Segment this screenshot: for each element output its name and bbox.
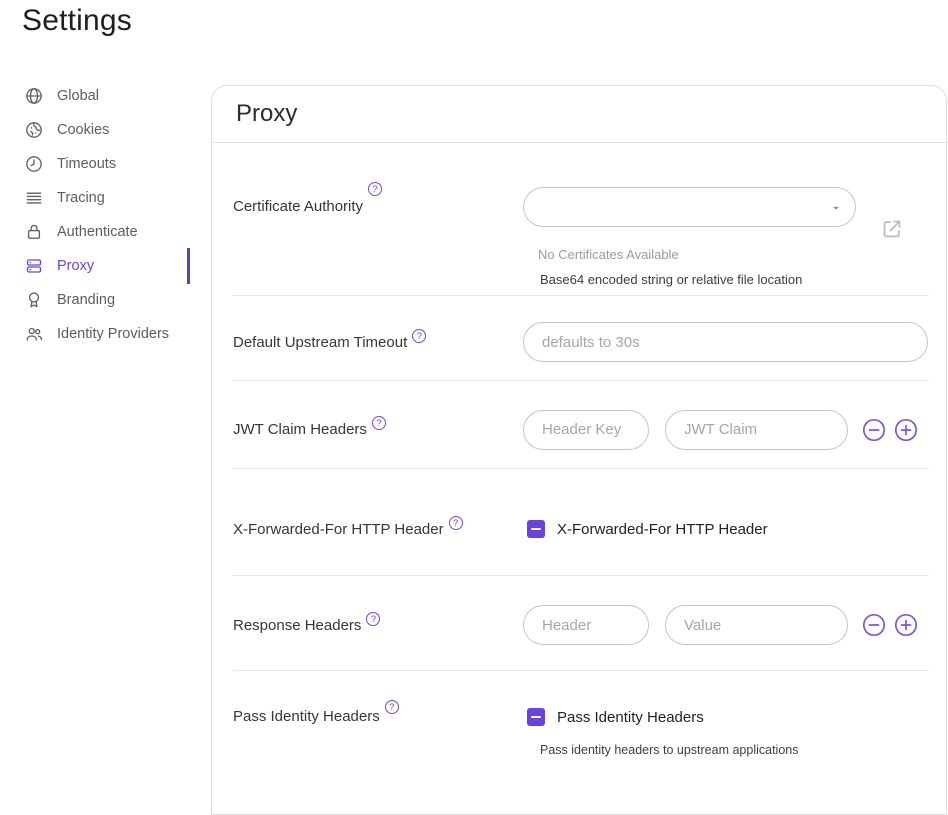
field-helper-text: Base64 encoded string or relative file l… — [540, 272, 803, 287]
server-stack-icon — [24, 256, 44, 276]
proxy-settings-panel: Proxy Certificate Authority? No Certific… — [211, 85, 947, 815]
x-forwarded-for-checkbox[interactable] — [527, 520, 545, 538]
response-value-input[interactable] — [665, 605, 848, 645]
add-row-button[interactable] — [894, 418, 918, 442]
sidebar-item-identity-providers[interactable]: Identity Providers — [0, 317, 190, 351]
field-label: Response Headers? — [233, 611, 523, 634]
row-x-forwarded-for: X-Forwarded-For HTTP Header? X-Forwarded… — [212, 469, 946, 575]
help-icon[interactable]: ? — [448, 515, 463, 530]
checkbox-label[interactable]: X-Forwarded-For HTTP Header — [557, 520, 768, 538]
cookie-icon — [24, 120, 44, 140]
pass-identity-headers-checkbox[interactable] — [527, 708, 545, 726]
select-status-text: No Certificates Available — [538, 247, 679, 262]
help-icon[interactable]: ? — [368, 182, 383, 196]
panel-title: Proxy — [236, 100, 298, 127]
field-label: Default Upstream Timeout? — [233, 328, 523, 351]
indeterminate-dash-icon — [531, 716, 541, 718]
people-icon — [24, 324, 44, 344]
field-label: Pass Identity Headers? — [233, 700, 523, 729]
minus-circle-icon — [862, 418, 886, 441]
sidebar-item-branding[interactable]: Branding — [0, 283, 190, 317]
field-label: Certificate Authority? — [233, 182, 523, 227]
sidebar-item-label: Tracing — [57, 190, 105, 206]
response-header-input[interactable] — [523, 605, 649, 645]
row-pass-identity-headers: Pass Identity Headers? Pass Identity Hea… — [212, 671, 946, 796]
sidebar-item-tracing[interactable]: Tracing — [0, 181, 190, 215]
sidebar-item-cookies[interactable]: Cookies — [0, 113, 190, 147]
globe-icon — [24, 86, 44, 106]
jwt-header-key-input[interactable] — [523, 409, 649, 450]
help-icon[interactable]: ? — [366, 611, 381, 626]
sidebar-item-timeouts[interactable]: Timeouts — [0, 147, 190, 181]
sidebar-item-global[interactable]: Global — [0, 79, 190, 113]
help-icon[interactable]: ? — [384, 700, 399, 714]
sidebar-item-authenticate[interactable]: Authenticate — [0, 215, 190, 249]
divider — [233, 295, 929, 296]
field-helper-text: Pass identity headers to upstream applic… — [540, 743, 799, 757]
tracing-lines-icon — [24, 188, 44, 208]
remove-row-button[interactable] — [862, 613, 886, 637]
remove-row-button[interactable] — [862, 418, 886, 442]
plus-circle-icon — [894, 613, 918, 637]
field-label: JWT Claim Headers? — [233, 416, 523, 438]
external-link-icon[interactable] — [880, 217, 904, 241]
divider — [233, 380, 929, 381]
sidebar-item-label: Branding — [57, 292, 116, 308]
sidebar-item-label: Proxy — [57, 258, 95, 274]
row-default-upstream-timeout: Default Upstream Timeout? — [212, 296, 946, 380]
sidebar-item-label: Timeouts — [57, 156, 117, 172]
row-response-headers: Response Headers? — [212, 576, 946, 670]
add-row-button[interactable] — [894, 613, 918, 637]
row-jwt-claim-headers: JWT Claim Headers? — [212, 381, 946, 468]
panel-header: Proxy — [212, 86, 946, 143]
row-certificate-authority: Certificate Authority? No Certificates A… — [212, 143, 946, 295]
default-upstream-timeout-input[interactable] — [523, 322, 928, 362]
sidebar-item-proxy[interactable]: Proxy — [0, 248, 190, 284]
sidebar-item-label: Authenticate — [57, 224, 138, 240]
clock-icon — [24, 154, 44, 174]
lock-icon — [24, 222, 44, 242]
award-icon — [24, 290, 44, 310]
minus-circle-icon — [862, 613, 886, 637]
field-label: X-Forwarded-For HTTP Header? — [233, 515, 523, 538]
certificate-authority-select[interactable] — [523, 187, 856, 227]
divider — [233, 670, 929, 671]
divider — [233, 575, 929, 576]
indeterminate-dash-icon — [531, 528, 541, 530]
help-icon[interactable]: ? — [371, 416, 386, 430]
active-indicator — [187, 248, 190, 284]
divider — [233, 468, 929, 469]
sidebar-item-label: Global — [57, 88, 99, 104]
help-icon[interactable]: ? — [412, 328, 427, 343]
checkbox-label[interactable]: Pass Identity Headers — [557, 708, 704, 726]
chevron-down-icon — [833, 206, 839, 210]
page-title: Settings — [22, 4, 132, 37]
sidebar-item-label: Identity Providers — [57, 326, 170, 342]
plus-circle-icon — [894, 418, 918, 441]
sidebar-item-label: Cookies — [57, 122, 110, 138]
settings-sidebar: Global Cookies Timeouts Tracing Authenti… — [0, 79, 190, 351]
jwt-claim-input[interactable] — [665, 409, 848, 450]
